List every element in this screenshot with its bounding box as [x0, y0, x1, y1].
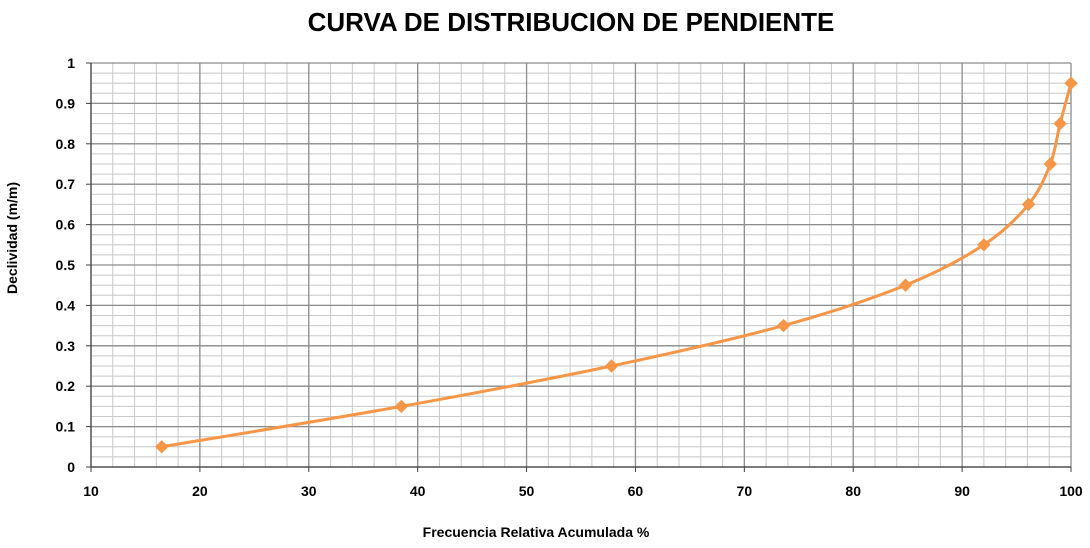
- y-tick-label: 0.2: [56, 378, 76, 394]
- chart-title: CURVA DE DISTRIBUCION DE PENDIENTE: [308, 7, 835, 37]
- y-tick-labels: 0 0.1 0.2 0.3 0.4 0.5 0.6 0.7 0.8 0.9 1: [56, 55, 76, 475]
- data-point-marker: [1043, 157, 1058, 171]
- y-tick-label: 0.6: [56, 217, 76, 233]
- y-tick-label: 0: [67, 459, 75, 475]
- x-tick-label: 30: [301, 483, 317, 499]
- data-point-marker: [394, 399, 409, 414]
- x-tick-labels: 10 20 30 40 50 60 70 80 90 100: [83, 483, 1083, 499]
- y-tick-label: 0.1: [56, 419, 76, 435]
- plot-area: [86, 62, 1078, 472]
- x-tick-label: 90: [954, 483, 970, 499]
- series-layer: [155, 76, 1078, 454]
- y-axis-title: Declividad (m/m): [4, 182, 20, 294]
- x-tick-label: 80: [845, 483, 861, 499]
- y-tick-label: 0.8: [56, 136, 76, 152]
- data-point-marker: [1053, 116, 1067, 131]
- data-point-marker: [977, 238, 991, 252]
- y-tick-label: 0.9: [56, 95, 76, 111]
- data-point-marker: [898, 278, 913, 292]
- data-point-marker: [1021, 197, 1036, 212]
- y-tick-label: 0.4: [56, 297, 76, 313]
- x-tick-label: 40: [410, 483, 426, 499]
- y-tick-label: 1: [67, 55, 75, 71]
- data-point-marker: [1064, 76, 1078, 90]
- x-tick-label: 100: [1059, 483, 1083, 499]
- axes: [86, 62, 1072, 472]
- x-tick-label: 70: [737, 483, 753, 499]
- data-point-marker: [155, 440, 169, 454]
- data-point-marker: [776, 318, 791, 333]
- data-point-marker: [604, 359, 619, 373]
- x-tick-label: 10: [83, 483, 99, 499]
- x-tick-label: 20: [192, 483, 208, 499]
- x-tick-label: 60: [628, 483, 644, 499]
- x-tick-label: 50: [519, 483, 535, 499]
- y-tick-label: 0.3: [56, 338, 76, 354]
- y-tick-label: 0.7: [56, 176, 76, 192]
- y-tick-label: 0.5: [56, 257, 76, 273]
- x-axis-title: Frecuencia Relativa Acumulada %: [423, 524, 650, 540]
